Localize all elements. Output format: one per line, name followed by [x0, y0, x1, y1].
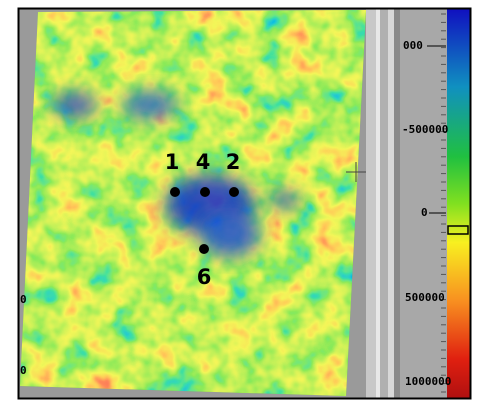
- colorbar: [447, 9, 470, 398]
- point-label: 1: [165, 150, 180, 174]
- point-marker: [170, 187, 180, 197]
- strip: [388, 9, 394, 398]
- point-marker: [199, 244, 209, 254]
- heatmap: [15, 5, 375, 400]
- point-label: 6: [197, 265, 212, 289]
- scale-label: -500000: [402, 123, 448, 136]
- scale-label: 000: [403, 39, 423, 52]
- point-marker: [200, 187, 210, 197]
- strip: [394, 9, 400, 398]
- strip: [376, 9, 380, 398]
- point-label: 2: [226, 150, 241, 174]
- page: 1426000-5000000500000100000000 (() => { …: [0, 0, 479, 403]
- screen: 142 6 000 -500000 0 500000 1000000 0 0: [0, 0, 479, 403]
- point-marker: [229, 187, 239, 197]
- scale-label: 1000000: [405, 375, 451, 388]
- point-label: 4: [196, 150, 211, 174]
- edge-label: 0: [20, 293, 27, 306]
- edge-label: 0: [20, 364, 27, 377]
- strip: [366, 9, 376, 398]
- strip: [380, 9, 388, 398]
- scale-label: 500000: [405, 291, 445, 304]
- scale-panel: [400, 9, 447, 398]
- scale-label: 0: [421, 206, 428, 219]
